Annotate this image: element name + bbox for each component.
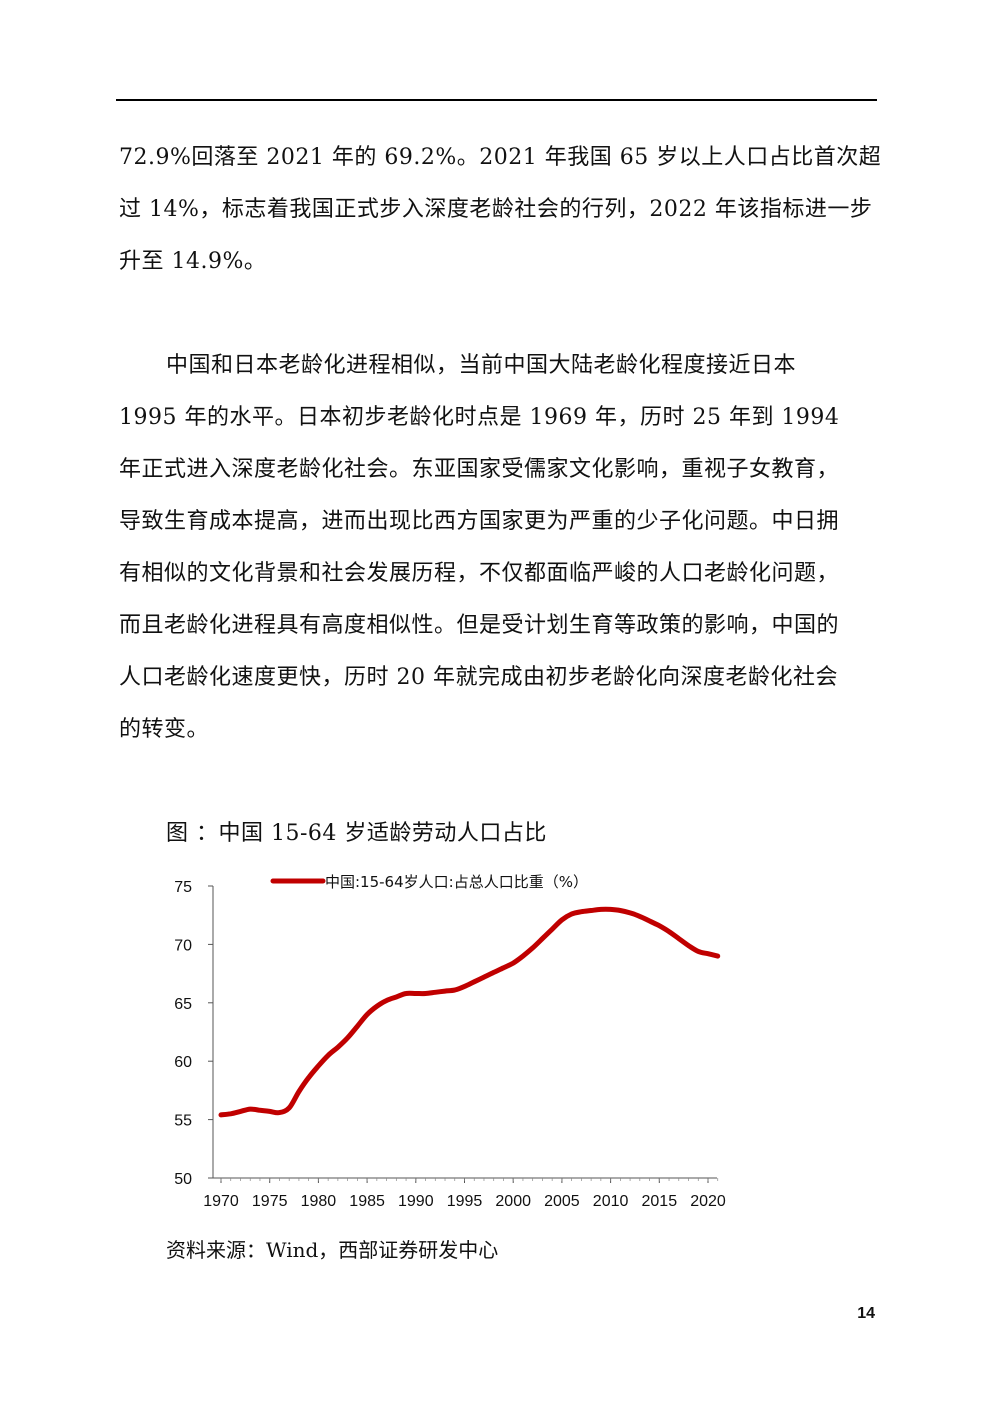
legend-label: 中国:15-64岁人口:占总人口比重（%）	[325, 873, 588, 891]
y-tick-label: 65	[174, 996, 192, 1013]
x-tick-label: 1990	[398, 1193, 434, 1210]
chart-axes	[208, 885, 719, 1183]
paragraph-2: 中国和日本老龄化进程相似，当前中国大陆老龄化程度接近日本 1995 年的水平。日…	[119, 340, 879, 756]
paragraph-line: 导致生育成本提高，进而出现比西方国家更为严重的少子化问题。中日拥	[119, 509, 840, 534]
paragraph-line: 中国和日本老龄化进程相似，当前中国大陆老龄化程度接近日本	[166, 353, 797, 378]
paragraph-line: 的转变。	[119, 717, 210, 742]
y-tick-label: 70	[174, 937, 192, 954]
x-tick-label: 2005	[544, 1193, 580, 1210]
x-tick-label: 2015	[642, 1193, 678, 1210]
chart-tick-labels: 50 55 60 65 70 75 1970 1975 1980 1985 1990 1995 2000…	[174, 879, 726, 1210]
x-tick-label: 1985	[349, 1193, 385, 1210]
paragraph-1: 72.9%回落至 2021 年的 69.2%。2021 年我国 65 岁以上人口…	[119, 132, 882, 288]
paragraph-line: 72.9%回落至 2021 年的 69.2%。2021 年我国 65 岁以上人口…	[119, 145, 882, 170]
x-tick-label: 2010	[593, 1193, 629, 1210]
x-tick-label: 1980	[301, 1193, 337, 1210]
header-rule	[116, 99, 877, 101]
figure-source: 资料来源：Wind，西部证券研发中心	[166, 1238, 499, 1262]
paragraph-line: 有相似的文化背景和社会发展历程，不仅都面临严峻的人口老龄化问题，	[119, 561, 840, 586]
chart-legend: 中国:15-64岁人口:占总人口比重（%）	[270, 873, 588, 891]
figure-title: 图 ：中国 15-64 岁适龄劳动人口占比	[166, 821, 547, 846]
x-tick-label: 2020	[690, 1193, 726, 1210]
paragraph-line: 人口老龄化速度更快，历时 20 年就完成由初步老龄化向深度老龄化社会	[119, 665, 838, 690]
x-tick-label: 1995	[447, 1193, 483, 1210]
page-number: 14	[857, 1305, 875, 1322]
paragraph-line: 过 14%，标志着我国正式步入深度老龄社会的行列，2022 年该指标进一步	[119, 197, 873, 222]
y-tick-label: 75	[174, 879, 192, 896]
y-tick-label: 50	[174, 1171, 192, 1188]
paragraph-line: 1995 年的水平。日本初步老龄化时点是 1969 年，历时 25 年到 199…	[119, 405, 840, 430]
paragraph-line: 而且老龄化进程具有高度相似性。但是受计划生育等政策的影响，中国的	[119, 613, 840, 638]
chart-series	[218, 906, 721, 1118]
y-tick-label: 55	[174, 1113, 192, 1130]
line-chart: 50 55 60 65 70 75 1970 1975 1980 1985 1990 1995 2000…	[174, 873, 726, 1210]
x-tick-label: 1975	[252, 1193, 288, 1210]
paragraph-line: 升至 14.9%。	[119, 249, 267, 274]
series-line	[218, 906, 721, 1118]
x-tick-label: 1970	[203, 1193, 239, 1210]
paragraph-line: 年正式进入深度老龄化社会。东亚国家受儒家文化影响，重视子女教育，	[119, 457, 840, 482]
y-tick-label: 60	[174, 1054, 192, 1071]
x-tick-label: 2000	[495, 1193, 531, 1210]
